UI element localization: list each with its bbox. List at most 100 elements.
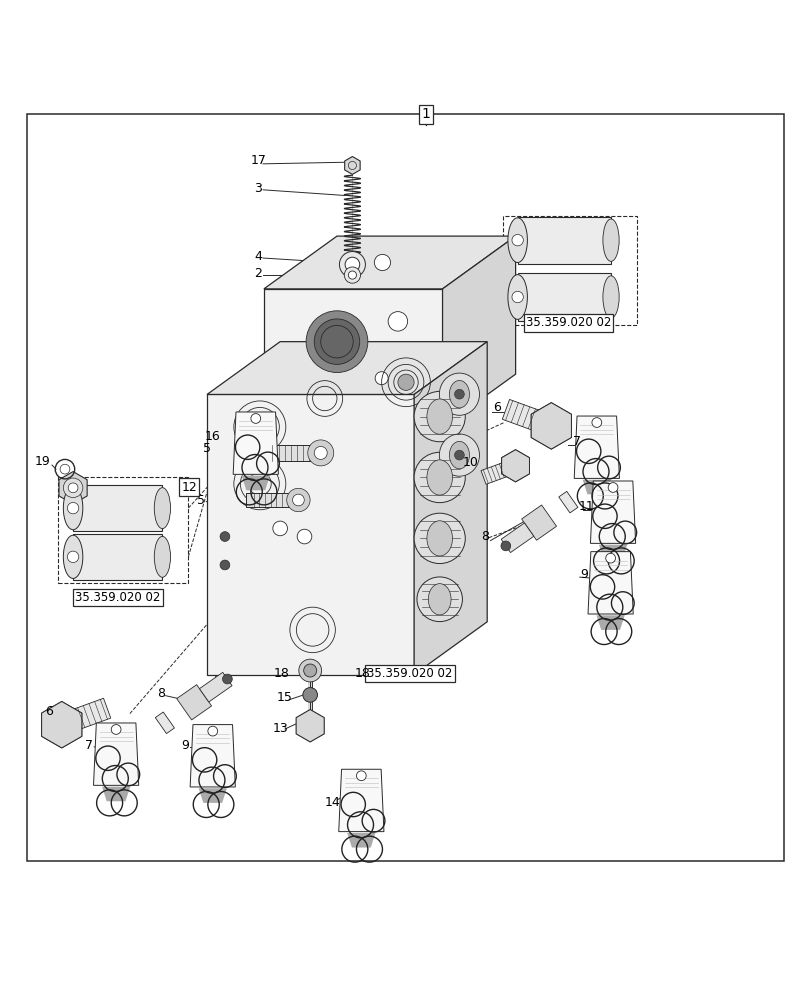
- Polygon shape: [521, 505, 556, 540]
- Polygon shape: [500, 523, 533, 553]
- Circle shape: [591, 418, 601, 427]
- Text: 6: 6: [492, 401, 500, 414]
- Polygon shape: [264, 445, 320, 461]
- Polygon shape: [73, 485, 162, 531]
- Ellipse shape: [154, 488, 170, 529]
- Circle shape: [222, 674, 232, 684]
- Circle shape: [111, 725, 121, 734]
- Ellipse shape: [602, 219, 618, 261]
- Polygon shape: [517, 217, 610, 264]
- Ellipse shape: [414, 513, 465, 564]
- Text: 2: 2: [254, 267, 262, 280]
- Polygon shape: [207, 342, 487, 394]
- Ellipse shape: [63, 487, 83, 530]
- Circle shape: [605, 553, 615, 563]
- Circle shape: [298, 659, 321, 682]
- Polygon shape: [501, 450, 529, 482]
- Text: 11: 11: [577, 500, 594, 513]
- Ellipse shape: [414, 391, 465, 442]
- Circle shape: [251, 414, 260, 423]
- Polygon shape: [200, 672, 232, 702]
- Text: 35.359.020 02: 35.359.020 02: [525, 316, 611, 329]
- Ellipse shape: [439, 373, 478, 415]
- Polygon shape: [582, 480, 610, 494]
- Circle shape: [345, 257, 359, 272]
- Ellipse shape: [427, 399, 452, 434]
- Polygon shape: [264, 289, 442, 427]
- Polygon shape: [242, 476, 269, 490]
- Polygon shape: [52, 698, 110, 737]
- Text: 7: 7: [85, 739, 93, 752]
- Circle shape: [220, 532, 230, 541]
- Polygon shape: [558, 491, 577, 513]
- Circle shape: [511, 291, 522, 303]
- Circle shape: [454, 450, 464, 460]
- Ellipse shape: [428, 584, 451, 615]
- Text: 12: 12: [181, 481, 197, 494]
- Polygon shape: [480, 457, 522, 484]
- Polygon shape: [347, 833, 375, 848]
- Polygon shape: [199, 788, 226, 803]
- Text: 9: 9: [580, 568, 588, 581]
- Circle shape: [344, 267, 360, 283]
- Polygon shape: [102, 787, 130, 801]
- Circle shape: [68, 483, 78, 493]
- Circle shape: [297, 529, 311, 544]
- Ellipse shape: [508, 275, 527, 319]
- Ellipse shape: [448, 441, 469, 469]
- Text: 5: 5: [197, 493, 205, 506]
- Polygon shape: [245, 493, 298, 507]
- Text: 18: 18: [273, 667, 290, 680]
- Circle shape: [272, 521, 287, 536]
- Ellipse shape: [154, 536, 170, 577]
- Circle shape: [314, 319, 359, 364]
- Ellipse shape: [427, 521, 452, 556]
- Text: 7: 7: [572, 435, 580, 448]
- Circle shape: [511, 234, 522, 246]
- Circle shape: [607, 483, 617, 492]
- Circle shape: [220, 560, 230, 570]
- Text: 16: 16: [204, 430, 221, 443]
- Polygon shape: [177, 685, 212, 720]
- Text: 19: 19: [35, 455, 51, 468]
- Ellipse shape: [63, 535, 83, 578]
- Polygon shape: [587, 552, 633, 614]
- Polygon shape: [264, 236, 515, 289]
- Ellipse shape: [602, 276, 618, 318]
- Circle shape: [303, 664, 316, 677]
- Polygon shape: [190, 725, 235, 787]
- Circle shape: [500, 541, 510, 551]
- Polygon shape: [93, 723, 139, 785]
- Ellipse shape: [508, 218, 527, 263]
- Polygon shape: [599, 545, 626, 559]
- Text: 35.359.020 02: 35.359.020 02: [367, 667, 453, 680]
- Text: 14: 14: [324, 796, 341, 809]
- Polygon shape: [590, 481, 635, 543]
- Polygon shape: [502, 399, 560, 438]
- Ellipse shape: [417, 577, 462, 622]
- Polygon shape: [414, 342, 487, 675]
- Circle shape: [388, 312, 407, 331]
- Text: 4: 4: [254, 250, 262, 263]
- Polygon shape: [73, 534, 162, 580]
- Polygon shape: [517, 273, 610, 321]
- Text: 8: 8: [481, 530, 489, 543]
- Circle shape: [307, 440, 333, 466]
- Polygon shape: [530, 403, 571, 449]
- Polygon shape: [155, 712, 174, 734]
- Ellipse shape: [448, 380, 469, 408]
- Polygon shape: [442, 236, 515, 427]
- Text: 35.359.020 02: 35.359.020 02: [75, 591, 161, 604]
- Ellipse shape: [427, 460, 452, 495]
- Circle shape: [286, 488, 310, 512]
- Circle shape: [306, 311, 367, 373]
- Polygon shape: [338, 769, 384, 832]
- Text: 15: 15: [276, 691, 292, 704]
- Circle shape: [67, 502, 79, 514]
- Circle shape: [348, 271, 356, 279]
- Circle shape: [208, 726, 217, 736]
- Circle shape: [356, 771, 366, 781]
- Polygon shape: [296, 709, 324, 742]
- Circle shape: [314, 446, 327, 459]
- Ellipse shape: [414, 452, 465, 503]
